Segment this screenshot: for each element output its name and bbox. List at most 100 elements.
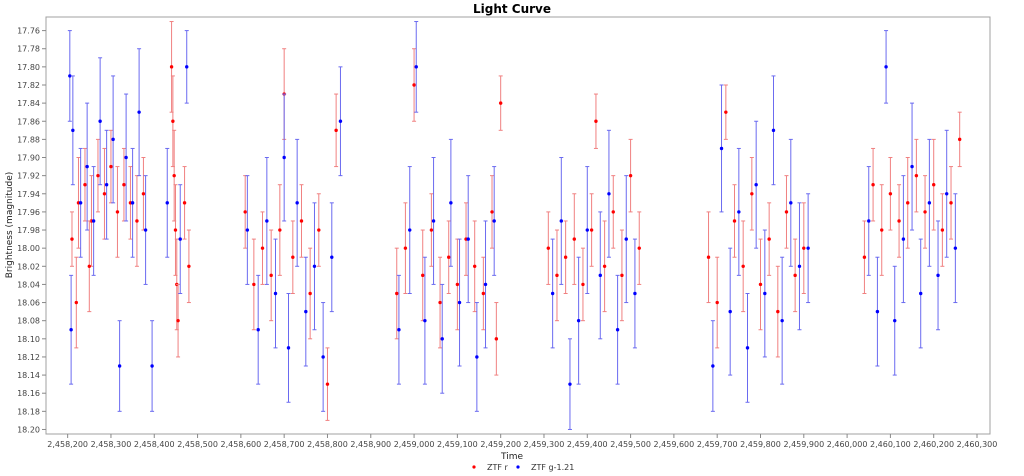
data-point — [321, 355, 325, 359]
data-point — [637, 246, 641, 250]
data-point — [172, 173, 176, 178]
data-point — [330, 255, 334, 259]
y-tick-label: 17.80 — [17, 63, 40, 72]
data-point — [797, 264, 802, 268]
y-tick-label: 17.92 — [17, 172, 40, 181]
data-point — [169, 65, 174, 69]
y-tick-label: 18.00 — [17, 244, 40, 253]
data-point — [91, 219, 96, 223]
data-point — [763, 291, 767, 296]
data-point — [754, 183, 758, 187]
data-point — [715, 300, 719, 305]
x-tick-label: 2,459,300 — [524, 440, 565, 449]
data-point — [793, 273, 797, 278]
x-tick-label: 2,458,800 — [307, 440, 348, 449]
x-tick-label: 2,458,500 — [177, 440, 218, 449]
data-point — [745, 346, 750, 350]
y-tick-label: 17.88 — [17, 135, 40, 144]
data-point — [256, 328, 260, 332]
data-point — [282, 155, 286, 160]
x-tick-label: 2,459,200 — [480, 440, 521, 449]
data-point — [581, 282, 585, 287]
x-tick-label: 2,460,200 — [913, 440, 954, 449]
data-point — [483, 282, 488, 287]
data-point — [115, 210, 120, 214]
legend-label-ztf-r: ZTF r — [487, 463, 509, 472]
y-axis: 17.76 17.78 17.80 17.82 17.84 17.86 17.88 17.90… — [17, 27, 46, 434]
data-point — [286, 346, 291, 350]
data-point — [135, 219, 139, 223]
legend-marker-ztf-r — [472, 465, 476, 469]
x-tick-label: 2,458,200 — [47, 440, 88, 449]
data-point — [176, 318, 180, 323]
data-point — [706, 255, 711, 259]
data-point — [914, 173, 919, 178]
x-tick-label: 2,458,300 — [91, 440, 132, 449]
y-tick-label: 17.84 — [17, 99, 40, 108]
data-point — [737, 210, 741, 214]
data-point — [449, 201, 453, 205]
chart-title: Light Curve — [473, 2, 551, 16]
data-point — [312, 264, 317, 268]
data-point — [910, 164, 914, 169]
data-point — [589, 228, 594, 232]
data-point — [633, 291, 637, 296]
data-point — [806, 246, 810, 250]
data-point — [102, 192, 107, 196]
data-point — [130, 201, 135, 205]
x-tick-label: 2,459,400 — [567, 440, 608, 449]
data-point — [245, 228, 250, 232]
series-ztf-r — [69, 21, 962, 421]
data-point — [78, 201, 83, 205]
data-point — [304, 309, 308, 314]
x-tick-label: 2,459,700 — [697, 440, 738, 449]
data-point — [87, 264, 92, 268]
data-point — [403, 246, 408, 250]
data-point — [957, 137, 962, 142]
data-point — [299, 219, 304, 223]
data-point — [953, 246, 958, 250]
data-point — [750, 192, 754, 196]
data-point — [767, 237, 771, 241]
data-point — [291, 255, 295, 259]
data-point — [607, 192, 611, 196]
x-tick-label: 2,458,400 — [134, 440, 175, 449]
x-axis: 2,458,200 2,458,300 2,458,400 2,458,500 2,45… — [47, 434, 997, 449]
data-point — [143, 228, 148, 232]
data-point — [494, 337, 499, 341]
data-point — [325, 382, 330, 386]
data-point — [862, 255, 867, 259]
data-point — [71, 128, 75, 133]
x-tick-label: 2,460,000 — [827, 440, 868, 449]
x-tick-label: 2,459,100 — [437, 440, 478, 449]
data-point — [338, 119, 343, 123]
data-point — [187, 264, 191, 268]
data-point — [457, 300, 462, 305]
data-point — [397, 328, 401, 332]
data-point — [771, 128, 776, 133]
x-tick-label: 2,460,300 — [957, 440, 998, 449]
data-point — [875, 309, 880, 314]
data-point — [117, 364, 122, 368]
data-point — [165, 201, 169, 205]
y-tick-label: 17.86 — [17, 117, 40, 126]
data-point — [923, 210, 927, 214]
data-point — [628, 173, 633, 178]
y-tick-label: 18.08 — [17, 317, 40, 326]
data-point — [423, 318, 427, 323]
x-tick-label: 2,459,000 — [394, 440, 435, 449]
data-point — [563, 255, 568, 259]
data-point — [466, 237, 470, 241]
data-point — [719, 146, 724, 151]
data-point — [572, 237, 576, 241]
data-point — [308, 291, 312, 296]
data-point — [927, 201, 932, 205]
data-point — [624, 237, 628, 241]
data-point — [741, 264, 745, 268]
data-point — [273, 291, 278, 296]
data-point — [98, 119, 102, 123]
y-tick-label: 17.82 — [17, 81, 40, 90]
data-point — [243, 210, 247, 214]
data-point — [85, 164, 89, 169]
x-tick-label: 2,459,800 — [740, 440, 781, 449]
